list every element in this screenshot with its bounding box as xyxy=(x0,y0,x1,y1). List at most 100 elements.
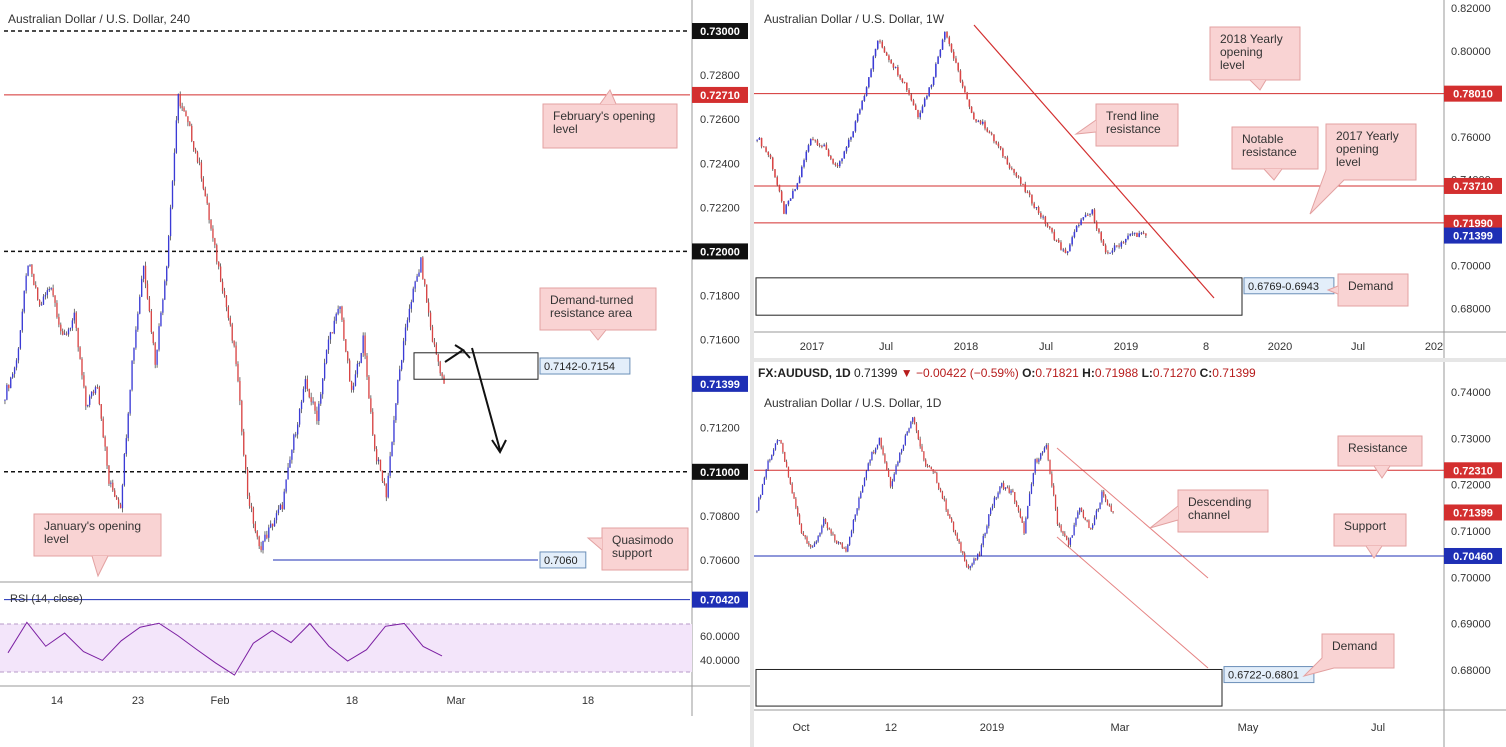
h4-candle xyxy=(306,379,308,389)
h4-price-tick: 0.70800 xyxy=(700,511,740,523)
w-candle xyxy=(906,82,908,90)
h4-candle xyxy=(333,320,335,334)
h4-candle xyxy=(275,513,278,521)
w-candle xyxy=(830,155,832,159)
w-candle xyxy=(1133,232,1136,234)
w-candle xyxy=(801,166,803,178)
h4-candle xyxy=(108,465,110,484)
d-candle xyxy=(837,542,840,544)
d-candle xyxy=(978,553,981,556)
d-candle xyxy=(880,437,882,448)
w-candle xyxy=(959,70,962,82)
h4-candle xyxy=(431,326,434,342)
h4-candle xyxy=(268,527,270,538)
daily-chart-panel[interactable]: 0.74000 0.73000 0.72000 0.71000 0.70000 0.690… xyxy=(754,362,1506,747)
h4-chart-canvas[interactable]: 0.72800 0.72600 0.72400 0.72200 0.71800 0.716… xyxy=(0,0,750,716)
w-candle xyxy=(1111,250,1114,253)
d-candle xyxy=(1105,495,1107,501)
h4-candle xyxy=(356,363,359,375)
d-candle xyxy=(761,484,764,495)
d-price-tick: 0.74000 xyxy=(1451,387,1491,399)
d-candle xyxy=(817,536,819,542)
w-candle xyxy=(926,95,928,99)
d-price-badge-bg xyxy=(1444,504,1502,521)
d-candle xyxy=(878,437,881,445)
w-notable-resistance-callout-text: Notable xyxy=(1242,132,1284,146)
d-price-tick: 0.71000 xyxy=(1451,526,1491,538)
d-candle xyxy=(1023,522,1025,534)
w-candle xyxy=(984,121,986,129)
d-candle xyxy=(993,497,996,506)
h4-candle xyxy=(302,388,305,402)
h4-candle xyxy=(408,308,411,321)
w-candle xyxy=(1107,252,1109,254)
d-candle xyxy=(980,544,983,556)
h4-candle xyxy=(374,434,376,450)
d-candle xyxy=(1014,492,1016,502)
h4-candle xyxy=(387,475,389,498)
daily-chart-canvas[interactable]: 0.74000 0.73000 0.72000 0.71000 0.70000 0.690… xyxy=(754,362,1506,747)
rsi-line xyxy=(7,621,443,676)
h4-price-badge-bg xyxy=(692,463,748,480)
w-candle xyxy=(970,106,973,113)
h4-candle xyxy=(129,389,131,414)
quasimodo-callout-text: support xyxy=(612,546,653,560)
h4-candle xyxy=(189,122,191,126)
feb-open-callout-text: level xyxy=(553,122,578,136)
h4-candle xyxy=(347,351,349,361)
weekly-chart-canvas[interactable]: 0.820000.800000.760000.740000.700000.680… xyxy=(754,0,1506,358)
d-candle xyxy=(938,482,940,489)
d-price-badge-bg xyxy=(1444,462,1502,479)
h4-candle xyxy=(11,373,14,378)
w-candle xyxy=(921,106,924,113)
d-demand-callout-text: Demand xyxy=(1332,639,1377,653)
h4-candle xyxy=(270,523,272,528)
h4-candle xyxy=(21,311,23,331)
h4-zone-label: 0.7142-0.7154 xyxy=(544,361,615,373)
d-candle xyxy=(928,465,931,468)
d-candle xyxy=(1090,527,1092,529)
jan-open-callout-text: level xyxy=(44,532,69,546)
w-yearly-2017-callout-box xyxy=(1325,123,1417,181)
h4-chart-panel[interactable]: 0.72800 0.72600 0.72400 0.72200 0.71800 0.716… xyxy=(0,0,750,716)
d-candle xyxy=(1053,485,1055,495)
w-candle xyxy=(917,109,919,118)
h4-candle xyxy=(166,266,168,282)
d-candle xyxy=(982,536,984,545)
d-demand-callout-box xyxy=(1321,633,1395,669)
weekly-chart-panel[interactable]: 0.820000.800000.760000.740000.700000.680… xyxy=(754,0,1506,358)
d-candle xyxy=(778,440,780,442)
w-candle xyxy=(1113,245,1116,251)
d-candle xyxy=(1062,531,1064,534)
ohlc-high: 0.71988 xyxy=(1094,366,1139,380)
w-yearly-2018-callout-text: opening xyxy=(1220,45,1263,59)
d-candle xyxy=(1006,487,1008,489)
h4-price-badge-bg xyxy=(692,86,748,103)
w-candle xyxy=(839,161,841,167)
w-price-badge: 0.73710 xyxy=(1453,181,1493,193)
w-candle xyxy=(845,146,848,152)
w-candle xyxy=(997,143,1000,147)
h4-candle xyxy=(397,379,399,404)
d-time-tick: May xyxy=(1238,722,1259,734)
d-candle xyxy=(1093,517,1096,525)
h4-price-badge: 0.73000 xyxy=(700,26,740,38)
h4-candle xyxy=(106,446,108,466)
h4-candle xyxy=(63,333,66,335)
h4-candle xyxy=(10,377,12,389)
w-candle xyxy=(803,160,805,167)
d-candle xyxy=(965,561,968,567)
d-candle xyxy=(1110,505,1112,512)
w-candle xyxy=(1028,192,1031,195)
h4-candle xyxy=(406,320,409,328)
h4-candle xyxy=(60,324,62,332)
h4-candle xyxy=(318,403,320,421)
d-candle xyxy=(1103,491,1105,496)
ohlc-open-label: O: xyxy=(1022,366,1036,380)
w-candle xyxy=(1145,233,1147,236)
d-price-tick: 0.68000 xyxy=(1451,665,1491,677)
d-candle xyxy=(969,565,971,569)
d-time-tick: Jul xyxy=(1371,722,1385,734)
d-candle xyxy=(767,460,769,470)
